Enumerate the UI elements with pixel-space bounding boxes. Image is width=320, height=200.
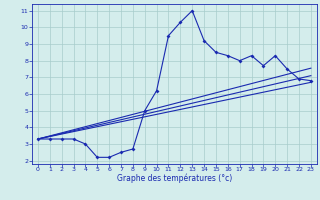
X-axis label: Graphe des températures (°c): Graphe des températures (°c) <box>117 174 232 183</box>
